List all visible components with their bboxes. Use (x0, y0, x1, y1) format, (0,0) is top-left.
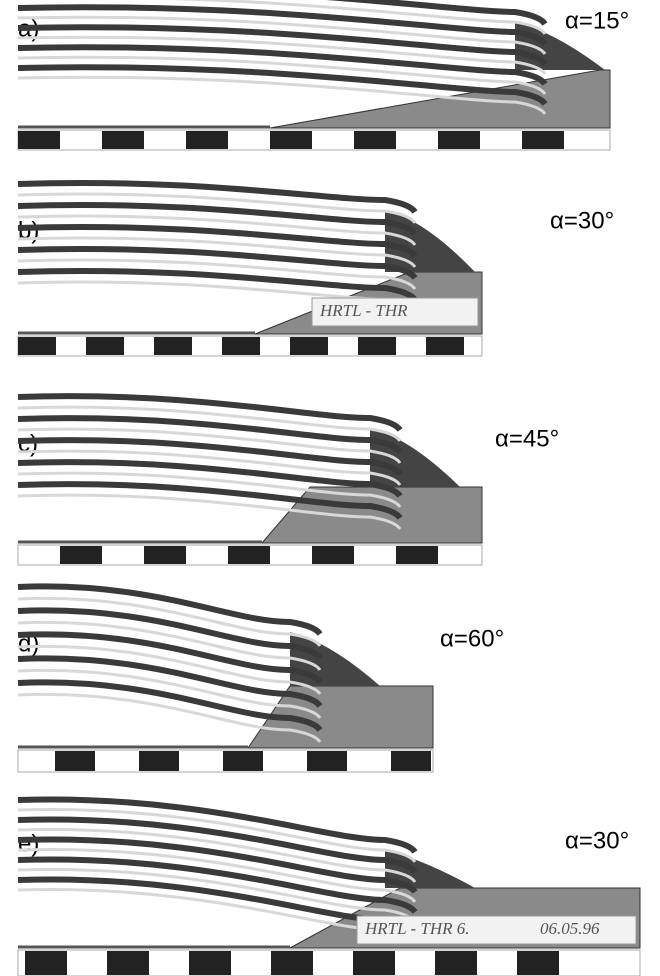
dark-layer (17, 836, 418, 894)
panel: d) α=60° (17, 583, 504, 773)
scale-bar-segment (438, 131, 480, 149)
angle-label: α=60° (440, 625, 504, 652)
angle-label: α=15° (565, 7, 629, 34)
light-layer (17, 867, 417, 923)
light-layer (17, 75, 547, 115)
plate-text: HRTL - THR (319, 301, 408, 320)
dark-layer (17, 631, 323, 684)
scale-bar-segment (223, 751, 263, 771)
light-layer (17, 471, 402, 508)
scale-bar-segment (222, 337, 260, 355)
light-layer (17, 493, 402, 530)
scale-bar-segment (86, 337, 124, 355)
panel: a) α=15° (17, 0, 629, 151)
scale-bar-segment (189, 951, 231, 975)
angle-label: α=30° (550, 207, 614, 234)
light-layer (17, 427, 402, 464)
dark-layer (17, 655, 323, 708)
plate-text: HRTL - THR 6. (364, 919, 470, 938)
light-layer (17, 827, 417, 883)
scale-bar-segment (353, 951, 395, 975)
dark-layer (17, 393, 403, 432)
dark-layer (17, 816, 418, 874)
scale-bar-segment (139, 751, 179, 771)
dark-layer (327, 0, 548, 26)
dark-layer (17, 459, 403, 498)
dark-layer (17, 583, 323, 636)
light-layer (17, 620, 322, 671)
dark-layer (17, 64, 548, 106)
light-layer (17, 692, 322, 743)
dark-layer (17, 201, 418, 236)
scale-bar-segment (144, 546, 186, 564)
plate-date: 06.05.96 (540, 919, 600, 938)
scale-bar-segment (271, 951, 313, 975)
dark-layer (17, 679, 323, 732)
scale-bar-segment (354, 131, 396, 149)
panel-label: e) (18, 830, 39, 857)
scale-bar-segment (18, 131, 60, 149)
scale-bar-segment (107, 951, 149, 975)
panel: c) α=45° (17, 393, 559, 566)
scale-bar-segment (307, 751, 347, 771)
scale-bar-segment (186, 131, 228, 149)
panel: b) α=30°HRTL - THR (17, 179, 614, 357)
light-layer (17, 644, 322, 695)
dark-layer (17, 607, 323, 660)
dark-layer (17, 4, 548, 46)
light-layer (17, 214, 417, 246)
light-layer (17, 15, 547, 55)
light-layer (17, 192, 417, 224)
light-layer (17, 847, 417, 903)
dark-layer (17, 44, 548, 86)
scale-bar-segment (358, 337, 396, 355)
light-layer (17, 596, 322, 647)
scale-bar-segment (228, 546, 270, 564)
scale-bar-segment (426, 337, 464, 355)
scale-bar-segment (25, 951, 67, 975)
dark-layer (17, 179, 418, 214)
dark-layer (17, 481, 403, 520)
scale-bar-segment (391, 751, 431, 771)
panel: e) α=30° HRTL - THR 6. 06.05.96 (17, 796, 641, 976)
scale-bar-segment (60, 546, 102, 564)
light-layer (17, 258, 417, 290)
dark-layer (17, 415, 403, 454)
light-layer (17, 405, 402, 442)
scale-bar-segment (522, 131, 564, 149)
dark-layer (17, 267, 418, 302)
sand-wedge (370, 428, 460, 487)
sand-wedge (290, 632, 380, 686)
dark-layer (17, 796, 418, 854)
plate-box (356, 915, 637, 945)
scale-bar-segment (55, 751, 95, 771)
dark-layer (17, 24, 548, 66)
light-layer (17, 55, 547, 95)
dark-layer (17, 245, 418, 280)
light-layer (17, 449, 402, 486)
scale-bar-segment (312, 546, 354, 564)
dark-layer (17, 437, 403, 476)
sand-wedge (385, 210, 475, 272)
dark-layer (17, 856, 418, 914)
light-layer (17, 807, 417, 863)
light-layer (17, 668, 322, 719)
light-layer (170, 0, 547, 35)
light-layer (17, 35, 547, 75)
dark-layer (17, 223, 418, 258)
angle-label: α=45° (495, 425, 559, 452)
scale-bar-segment (517, 951, 559, 975)
scale-bar-segment (154, 337, 192, 355)
scale-bar-segment (270, 131, 312, 149)
scale-bar-segment (102, 131, 144, 149)
scale-bar-segment (290, 337, 328, 355)
plate-box (311, 297, 479, 327)
scale-bar-segment (435, 951, 477, 975)
scale-bar-segment (396, 546, 438, 564)
angle-label: α=30° (565, 827, 629, 854)
scale-bar-segment (18, 337, 56, 355)
light-layer (17, 236, 417, 268)
sand-wedge (385, 850, 475, 888)
